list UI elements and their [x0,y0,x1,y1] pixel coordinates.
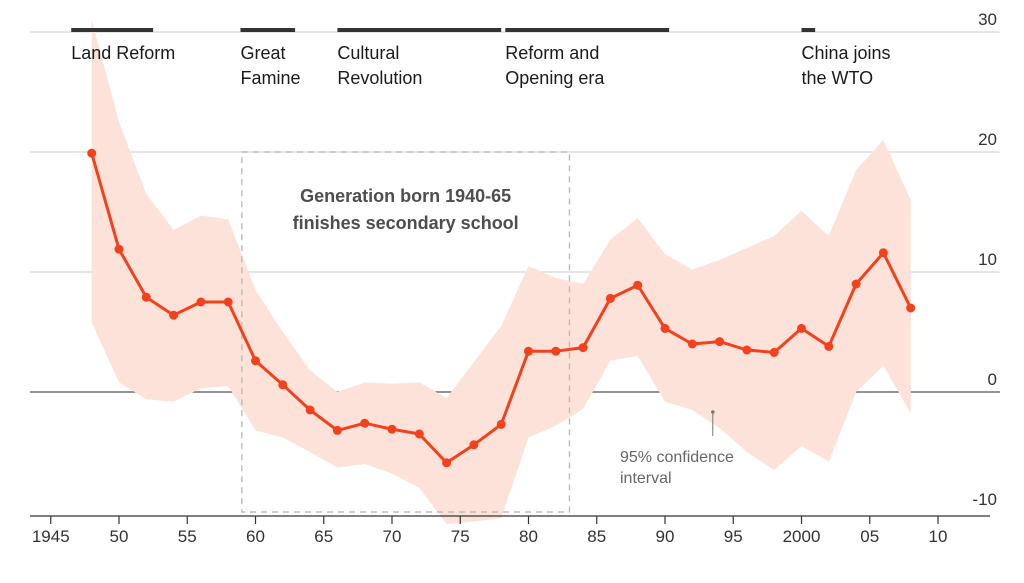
x-tick-label: 90 [656,527,675,546]
y-tick-label: -10 [972,490,997,509]
era-markers: Land Reform Great Famine Cultural Revolution… [71,28,891,88]
era-bar [505,28,670,32]
data-point [824,341,834,351]
era-bar [337,28,502,32]
x-tick-label: 05 [860,527,879,546]
data-point [769,347,779,357]
x-tick-label: 55 [178,527,197,546]
y-tick-label: 0 [988,370,997,389]
data-point [878,248,888,258]
era-bar [240,28,296,32]
axes: 30 20 10 0 -10 1945 50 55 60 65 70 75 80 85 90 95 2000 05… [30,10,997,546]
y-tick-label: 20 [978,130,997,149]
x-tick-label: 2000 [783,527,821,546]
data-series [87,148,916,468]
data-point [196,297,206,307]
annotations: 95% confidence interval [620,410,734,487]
data-point [223,297,233,307]
data-point [797,323,806,333]
data-point [114,244,124,254]
highlight-box-label: Generation born 1940-65 [300,186,511,206]
highlight-box: Generation born 1940-65 finishes secondar… [241,151,571,513]
data-point [605,293,615,303]
data-point [742,345,752,355]
x-tick-label: 10 [929,527,948,546]
x-tick-label: 80 [519,527,538,546]
era-label: Cultural [337,43,399,63]
data-point [906,303,916,313]
era-label: China joins [802,43,891,63]
ci-label: 95% confidence [620,449,734,466]
data-point [660,323,670,333]
data-point [551,346,561,356]
data-point [633,280,643,290]
era-label: the WTO [802,68,874,88]
data-point [169,310,179,320]
era-label: Revolution [337,68,422,88]
data-point [524,346,533,356]
data-point [251,356,260,366]
data-point [278,380,288,390]
data-point [442,458,452,468]
data-point [715,337,725,347]
data-point [360,418,370,428]
y-tick-label: 30 [978,10,997,29]
era-label: Reform and [505,43,599,63]
x-tick-label: 60 [246,527,265,546]
x-tick-label: 75 [451,527,470,546]
era-label: Opening era [505,68,605,88]
y-tick-label: 10 [978,250,997,269]
era-bar [71,28,154,32]
data-point [687,339,697,349]
data-point [469,440,479,450]
ci-pointer-dot [710,410,715,414]
era-label: Famine [240,68,300,88]
highlight-box-outline [241,151,571,513]
data-point [332,425,342,435]
x-tick-label: 1945 [32,527,70,546]
x-tick-label: 85 [587,527,606,546]
data-point [578,343,588,353]
x-tick-label: 70 [383,527,402,546]
x-tick-label: 95 [724,527,743,546]
highlight-box-label: finishes secondary school [293,213,519,233]
data-point [414,429,424,439]
era-label: Land Reform [71,43,175,63]
data-point [305,405,315,415]
data-point [387,424,397,434]
x-tick-label: 65 [314,527,333,546]
era-label: Great [240,43,285,63]
era-bar [801,28,816,32]
data-point [851,279,861,289]
data-point [496,419,506,429]
ci-label: interval [620,470,672,487]
data-point [141,292,151,302]
x-tick-label: 50 [110,527,129,546]
data-point [87,148,97,158]
